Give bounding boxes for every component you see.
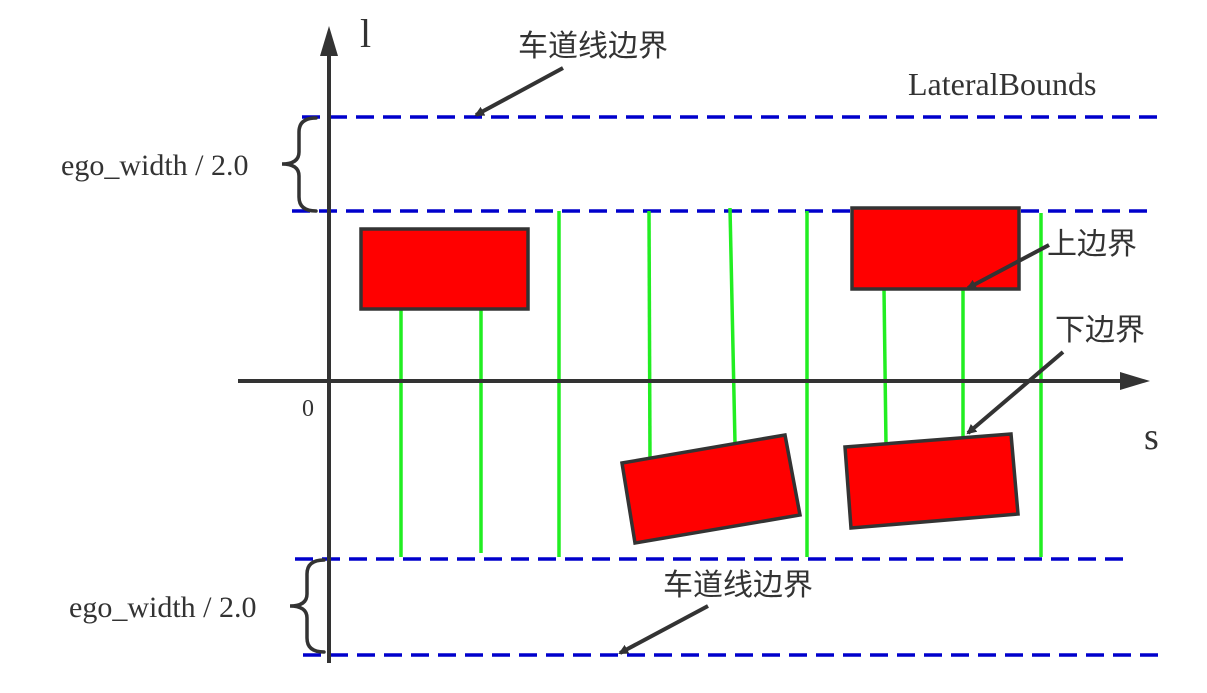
bound-sample-lines bbox=[399, 207, 1043, 557]
lane-boundary-bottom-arrow bbox=[618, 604, 709, 655]
obstacle-top-right bbox=[850, 206, 1021, 291]
ego-width-bottom-label: ego_width / 2.0 bbox=[69, 591, 257, 624]
annotation-arrows bbox=[474, 66, 1065, 655]
lane-boundary-bottom-label: 车道线边界 bbox=[663, 568, 813, 603]
lane-boundary-top-label: 车道线边界 bbox=[518, 29, 668, 64]
ego-width-top-brace bbox=[281, 116, 318, 213]
obstacle-top-left bbox=[359, 227, 530, 311]
upper-bound-arrow bbox=[966, 243, 1050, 290]
bound-sample-line bbox=[882, 288, 888, 446]
ego-width-bottom-brace bbox=[289, 558, 326, 654]
obstacle-bottom-middle bbox=[619, 432, 803, 546]
obstacles bbox=[359, 206, 1021, 546]
origin-label: 0 bbox=[302, 396, 314, 422]
s-axis-arrowhead bbox=[1120, 372, 1150, 390]
ego-width-top-label: ego_width / 2.0 bbox=[61, 149, 249, 182]
obstacle-bottom-right bbox=[843, 432, 1020, 530]
s-axis-label: s bbox=[1144, 416, 1159, 458]
l-axis-arrowhead bbox=[320, 26, 338, 56]
l-axis-label: l bbox=[360, 11, 371, 56]
bound-sample-line bbox=[728, 207, 737, 444]
braces bbox=[281, 116, 326, 654]
lateral-bounds-label: LateralBounds bbox=[908, 66, 1096, 102]
lower-bound-label: 下边界 bbox=[1055, 313, 1145, 348]
axes bbox=[238, 26, 1150, 663]
lane-boundary-top-arrow bbox=[474, 66, 564, 117]
bound-sample-line bbox=[647, 210, 652, 461]
upper-bound-label: 上边界 bbox=[1047, 227, 1137, 262]
lower-bound-arrow bbox=[966, 350, 1065, 435]
